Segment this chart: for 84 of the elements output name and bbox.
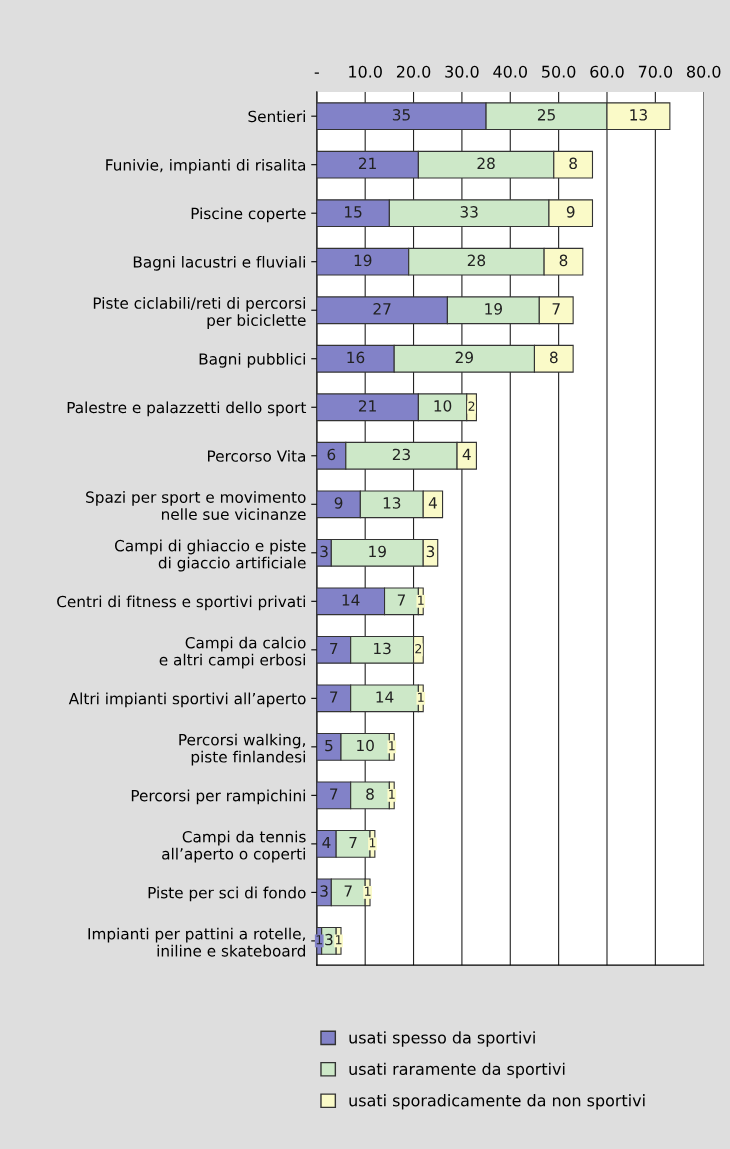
y-tick-label: Funivie, impianti di risalita [106,158,306,174]
y-tick-label: Piscine coperte [191,207,306,223]
data-label: 8 [366,788,374,800]
y-tick-label: Piste ciclabili/reti di percorsi per biciclette [93,297,306,329]
data-label: 8 [569,157,577,170]
x-tick-label: 70.0 [638,65,673,78]
data-label: 4 [462,448,471,460]
data-label: 33 [460,206,478,218]
data-label: 7 [344,885,352,897]
data-label: 3 [320,885,328,897]
data-label: 2 [468,401,475,411]
data-label: 1 [389,789,395,799]
legend-label: usati sporadicamente da non sportivi [349,1094,645,1110]
x-tick-label: 20.0 [396,65,431,78]
data-label: 14 [376,691,394,703]
x-tick-label: 30.0 [445,65,479,78]
data-label: 14 [342,594,360,606]
y-tick-label: Campi da tennis all’aperto o coperti [162,830,306,863]
data-label: 16 [347,351,365,364]
data-label: 23 [392,448,410,461]
data-label: 13 [374,642,391,655]
data-label: 1 [418,595,424,605]
x-tick-label: - [314,72,319,74]
y-tick-label: Percorsi walking, piste finlandesi [179,733,305,766]
x-tick-label: 80.0 [687,65,721,78]
data-label: 8 [549,351,558,364]
data-label: 2 [415,644,422,654]
x-tick-label: 10.0 [349,65,382,78]
data-label: 7 [330,642,338,655]
data-label: 28 [467,254,486,267]
data-label: 9 [566,206,575,218]
data-label: 8 [559,254,568,267]
y-tick-label: Campi di ghiaccio e piste di giaccio artificiale [114,539,306,572]
y-tick-label: Centri di fitness e sportivi privati [57,595,305,611]
data-label: 3 [320,545,328,558]
data-label: 1 [369,838,376,848]
data-label: 27 [373,303,391,315]
legend-label: usati raramente da sportivi [349,1062,565,1079]
data-label: 13 [383,497,401,509]
y-tick-label: Bagni lacustri e fluviali [133,255,305,271]
data-label: 29 [455,351,473,364]
data-label: 7 [349,836,357,849]
data-label: 25 [537,109,555,121]
y-tick-label: Palestre e palazzetti dello sport [67,401,307,417]
x-tick-label: 40.0 [493,65,527,78]
data-label: 7 [330,691,338,703]
data-label: 19 [369,545,386,558]
y-tick-label: Sentieri [248,110,305,123]
y-tick-label: Bagni pubblici [199,352,305,368]
data-label: 4 [322,836,331,849]
data-label: 19 [485,303,502,315]
y-tick-label: Impianti per pattini a rotelle, iniline e skateboard [88,927,306,957]
data-label: 10 [357,739,374,752]
x-tick-label: 50.0 [542,65,576,78]
data-label: 7 [397,594,406,606]
data-label: 13 [630,109,647,121]
data-label: 6 [327,448,336,461]
data-label: 1 [418,692,424,702]
data-label: 28 [477,157,495,170]
data-label: 1 [389,741,395,751]
y-tick-label: Percorso Vita [208,449,306,462]
data-label: 9 [334,497,343,509]
data-label: 1 [365,886,371,896]
y-tick-label: Piste per sci di fondo [148,886,306,902]
data-label: 15 [345,206,362,218]
data-label: 10 [434,400,452,412]
data-label: 21 [359,157,376,169]
data-label: 1 [335,935,342,945]
legend-label: usati spesso da sportivi [349,1031,535,1047]
data-label: 5 [325,739,333,752]
data-label: 7 [330,788,338,800]
data-label: 3 [325,933,333,946]
data-label: 7 [552,303,560,315]
data-label: 21 [359,400,376,412]
data-label: 19 [354,254,372,267]
data-label: 35 [392,109,410,121]
y-tick-label: Percorsi per rampichini [131,789,305,805]
data-label: 3 [426,545,435,558]
data-label: 4 [428,497,437,509]
y-tick-label: Spazi per sport e movimento nelle sue vicinanze [86,491,306,521]
data-label: 1 [316,935,323,945]
y-tick-label: Campi da calcio e altri campi erbosi [159,636,306,669]
x-tick-label: 60.0 [590,65,624,78]
y-tick-label: Altri impianti sportivi all’aperto [68,692,306,708]
